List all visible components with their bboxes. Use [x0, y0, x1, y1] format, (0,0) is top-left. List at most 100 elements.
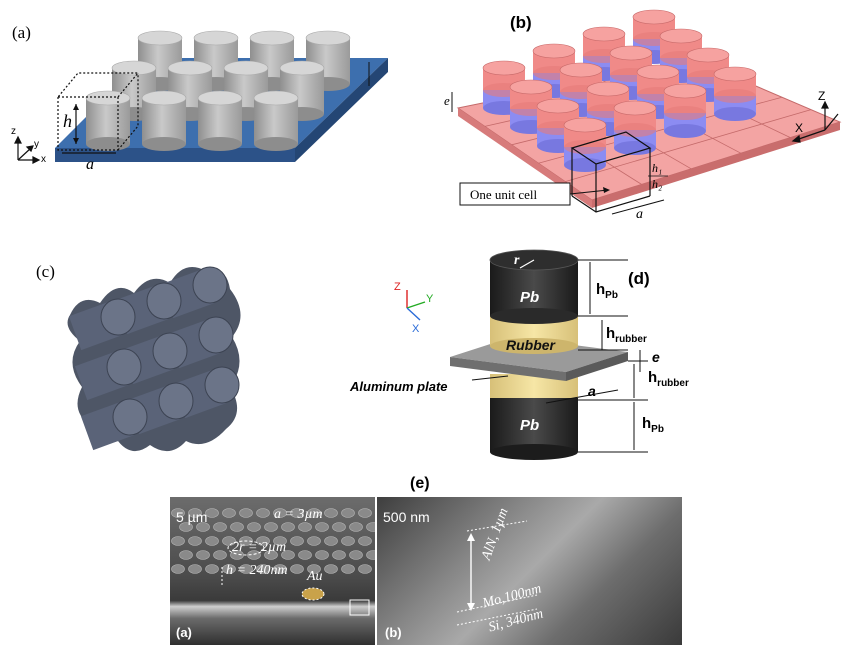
sem-hole [213, 550, 227, 560]
plate-label: Aluminum plate [350, 379, 448, 394]
panel-c-drawing [67, 266, 241, 452]
sem-hole [273, 564, 287, 574]
bilayer-pillar [713, 66, 757, 121]
axis-x-label-d: X [412, 323, 420, 335]
lattice-label: a [86, 156, 94, 173]
sem-subtag-right: (b) [385, 625, 402, 640]
panel-a-tag: (a) [12, 23, 31, 42]
rubber-label: Rubber [506, 337, 555, 353]
sem-image-left: 5 µm a = 3µm 2r = 2µm h = 240nm Au (a) [170, 497, 375, 645]
dimension-lines [545, 259, 648, 453]
sem-hole [256, 508, 270, 518]
substrate-plate-front [55, 148, 295, 162]
sem-hole [281, 522, 295, 532]
axis-z-label-b: Z [818, 89, 826, 103]
sem-hole [205, 564, 219, 574]
sem-a-label: a = 3µm [274, 507, 323, 522]
panel-e-tag: (e) [410, 475, 430, 492]
au-marker [301, 587, 325, 601]
sem-hole [188, 508, 202, 518]
unit-cell-callout: One unit cell [470, 187, 538, 202]
unit-cell-outline [56, 72, 140, 151]
sem-au-label: Au [307, 569, 323, 584]
bilayer-pillar [563, 117, 607, 172]
axes-triad-b [791, 100, 839, 143]
sem-hole [324, 536, 338, 546]
sem-hole [315, 522, 329, 532]
pillar [253, 90, 299, 151]
radius-label: r [514, 253, 520, 268]
panel-a: (a) h a z y x [0, 0, 420, 230]
sem-hole [298, 550, 312, 560]
pillar [85, 90, 131, 151]
panel-b: (b) e h₁ h₂ a One unit cell [430, 0, 848, 230]
sem-hole [264, 522, 278, 532]
axis-y-label-d: Y [426, 293, 434, 305]
pb-top-label: Pb [520, 289, 540, 306]
zoom-box [349, 599, 370, 616]
rod-array [68, 266, 240, 451]
sem-hole [196, 550, 210, 560]
sem-hole [341, 536, 355, 546]
sem-hole [264, 550, 278, 560]
panel-e: 5 µm a = 3µm 2r = 2µm h = 240nm Au (a) 5… [170, 497, 682, 645]
sem-hole [239, 508, 253, 518]
pillar-array [85, 30, 351, 151]
sem-hole [188, 564, 202, 574]
sem-hole [366, 550, 375, 560]
sem-hole [239, 564, 253, 574]
axis-x-label-b: X [795, 121, 804, 135]
sem-hole [349, 550, 363, 560]
panel-d: (d) [350, 240, 700, 470]
sem-hole [307, 564, 321, 574]
axis-y-label: y [34, 139, 39, 150]
h-rubber-bottom-label: hrubber [648, 369, 689, 389]
sem-subtag-left: (a) [176, 625, 192, 640]
pb-cylinder-bottom [490, 396, 578, 452]
panel-d-drawing [406, 249, 648, 460]
sem-hole-pattern [171, 508, 375, 616]
sem-hole [290, 564, 304, 574]
panel-c-tag: (c) [36, 262, 55, 281]
sem-hole [171, 564, 185, 574]
pb-bottom-label: Pb [520, 417, 540, 434]
h2-label: h₂ [652, 177, 663, 191]
panel-a-drawing [14, 30, 388, 164]
sem-hole [247, 550, 261, 560]
sem-hole [349, 522, 363, 532]
height-label: h [63, 111, 72, 131]
pillar [197, 90, 243, 151]
axis-z-label-d: Z [394, 281, 401, 293]
sem-hole [179, 550, 193, 560]
sem-hole [341, 564, 355, 574]
h-rubber-top-label: hrubber [606, 325, 647, 345]
panel-b-tag: (b) [510, 13, 532, 32]
sem-hole [273, 508, 287, 518]
sem-hole [213, 522, 227, 532]
sem-hole [358, 536, 372, 546]
sem-hole [179, 522, 193, 532]
sem-hole [315, 550, 329, 560]
lattice-label-d: a [588, 383, 596, 399]
h-pb-top-label: hPb [596, 281, 618, 301]
axes-triad-a [14, 135, 41, 164]
sem-hole [273, 536, 287, 546]
sem-cross-section [456, 520, 538, 626]
axis-z-label: z [11, 126, 16, 137]
sem-hole [290, 536, 304, 546]
bilayer-pillar-array [482, 9, 757, 172]
rod [80, 398, 148, 451]
sem-hole [205, 508, 219, 518]
sem-hole [256, 564, 270, 574]
sem-hole [358, 564, 372, 574]
sem-hole [358, 508, 372, 518]
sem-hole [247, 522, 261, 532]
sem-hole [222, 508, 236, 518]
panel-c: (c) [0, 245, 320, 470]
panel-d-tag: (d) [628, 269, 650, 288]
sem-hole [332, 522, 346, 532]
sem-hole [171, 508, 185, 518]
sem-hole [196, 522, 210, 532]
sem-r-label: 2r = 2µm [232, 540, 287, 555]
sem-hole [298, 522, 312, 532]
